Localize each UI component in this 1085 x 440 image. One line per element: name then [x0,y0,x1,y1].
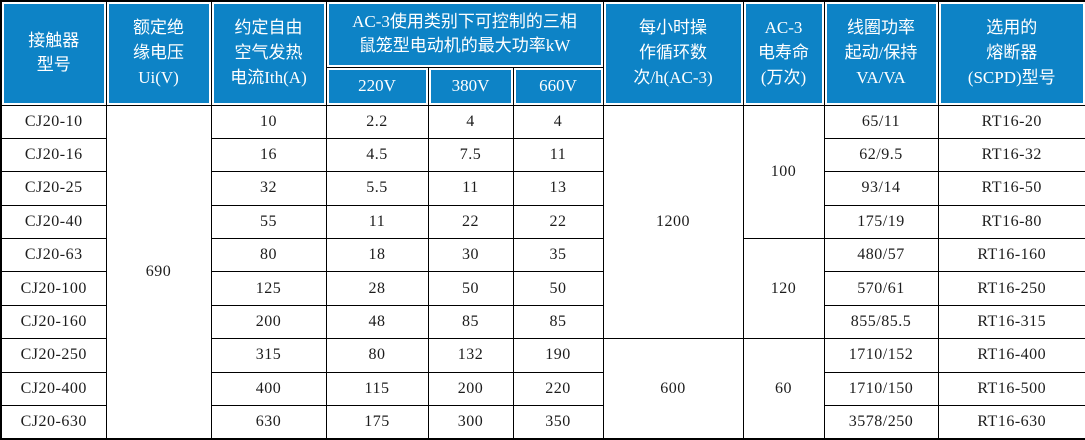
cell-p660: 190 [512,338,604,373]
header-operating-cycles: 每小时操 作循环数 次/h(AC-3) [602,0,744,106]
cell-p660: 35 [512,238,604,273]
header-contactor-model: 接触器 型号 [0,0,107,106]
cell-fuse: RT16-400 [937,338,1085,373]
table-row: CJ20-160 200 48 85 85 855/85.5 RT16-315 [0,304,1085,340]
cell-coil: 1710/152 [823,338,939,373]
cell-p220: 80 [325,338,429,373]
cell-ith: 32 [210,171,327,206]
cell-fuse: RT16-250 [937,271,1085,306]
cell-p660: 85 [512,304,604,340]
cell-ith: 125 [210,271,327,306]
cell-model: CJ20-40 [0,204,107,240]
header-rated-insulation-voltage: 额定绝 缘电压 Ui(V) [105,0,212,106]
cell-model: CJ20-25 [0,171,107,206]
cell-p380: 200 [427,371,514,407]
cell-p220: 28 [325,271,429,306]
header-ac3-max-power: AC-3使用类别下可控制的三相 鼠笼型电动机的最大功率kW [325,0,604,68]
cell-model: CJ20-250 [0,338,107,373]
cell-p220: 175 [325,405,429,440]
table-body: CJ20-10 690 10 2.2 4 4 1200 100 65/11 RT… [0,104,1085,440]
cell-ith: 400 [210,371,327,407]
cell-cycles-merged: 1200 [602,104,744,340]
cell-p380: 30 [427,238,514,273]
cell-coil: 93/14 [823,171,939,206]
header-voltage-380: 380V [427,66,514,106]
cell-p660: 220 [512,371,604,407]
header-voltage-660: 660V [512,66,604,106]
cell-p220: 115 [325,371,429,407]
cell-p220: 18 [325,238,429,273]
cell-p380: 4 [427,104,514,139]
cell-coil: 480/57 [823,238,939,273]
cell-ith: 55 [210,204,327,240]
cell-fuse: RT16-315 [937,304,1085,340]
cell-life-merged: 120 [742,238,825,340]
table-row: CJ20-25 32 5.5 11 13 93/14 RT16-50 [0,171,1085,206]
header-voltage-220: 220V [325,66,429,106]
cell-model: CJ20-16 [0,137,107,173]
cell-p660: 350 [512,405,604,440]
cell-p380: 11 [427,171,514,206]
cell-p220: 4.5 [325,137,429,173]
cell-ith: 80 [210,238,327,273]
cell-model: CJ20-160 [0,304,107,340]
cell-coil: 855/85.5 [823,304,939,340]
cell-coil: 62/9.5 [823,137,939,173]
table-row: CJ20-16 16 4.5 7.5 11 62/9.5 RT16-32 [0,137,1085,173]
cell-p220: 5.5 [325,171,429,206]
cell-coil: 65/11 [823,104,939,139]
cell-model: CJ20-630 [0,405,107,440]
cell-fuse: RT16-500 [937,371,1085,407]
cell-life-merged: 100 [742,104,825,240]
cell-p380: 132 [427,338,514,373]
table-header: 接触器 型号 额定绝 缘电压 Ui(V) 约定自由 空气发热 电流Ith(A) … [0,0,1085,106]
cell-coil: 1710/150 [823,371,939,407]
cell-coil: 3578/250 [823,405,939,440]
cell-fuse: RT16-50 [937,171,1085,206]
cell-fuse: RT16-20 [937,104,1085,139]
cell-cycles-merged: 600 [602,338,744,440]
cell-life-merged: 60 [742,338,825,440]
cell-p380: 7.5 [427,137,514,173]
cell-model: CJ20-100 [0,271,107,306]
cell-coil: 175/19 [823,204,939,240]
cell-p380: 22 [427,204,514,240]
cell-model: CJ20-400 [0,371,107,407]
cell-ith: 630 [210,405,327,440]
table-row: CJ20-10 690 10 2.2 4 4 1200 100 65/11 RT… [0,104,1085,440]
header-coil-power: 线圈功率 起动/保持 VA/VA [823,0,939,106]
cell-fuse: RT16-160 [937,238,1085,273]
cell-ith: 16 [210,137,327,173]
table-row: CJ20-630 630 175 300 350 3578/250 RT16-6… [0,405,1085,440]
cell-ui-merged: 690 [105,104,212,440]
table-row: CJ20-40 55 11 22 22 175/19 RT16-80 [0,204,1085,240]
header-electrical-life: AC-3 电寿命 (万次) [742,0,825,106]
cell-p660: 4 [512,104,604,139]
header-thermal-current: 约定自由 空气发热 电流Ith(A) [210,0,327,106]
cell-fuse: RT16-32 [937,137,1085,173]
cell-p380: 300 [427,405,514,440]
cell-ith: 200 [210,304,327,340]
cell-p220: 48 [325,304,429,340]
cell-model: CJ20-10 [0,104,107,139]
cell-coil: 570/61 [823,271,939,306]
cell-fuse: RT16-80 [937,204,1085,240]
cell-p660: 11 [512,137,604,173]
cell-p660: 13 [512,171,604,206]
cell-fuse: RT16-630 [937,405,1085,440]
cell-p220: 11 [325,204,429,240]
cell-p220: 2.2 [325,104,429,139]
cell-p380: 85 [427,304,514,340]
cell-p660: 22 [512,204,604,240]
cell-p380: 50 [427,271,514,306]
cell-model: CJ20-63 [0,238,107,273]
cell-p660: 50 [512,271,604,306]
cell-ith: 10 [210,104,327,139]
cell-ith: 315 [210,338,327,373]
header-fuse-type: 选用的 熔断器 (SCPD)型号 [937,0,1085,106]
